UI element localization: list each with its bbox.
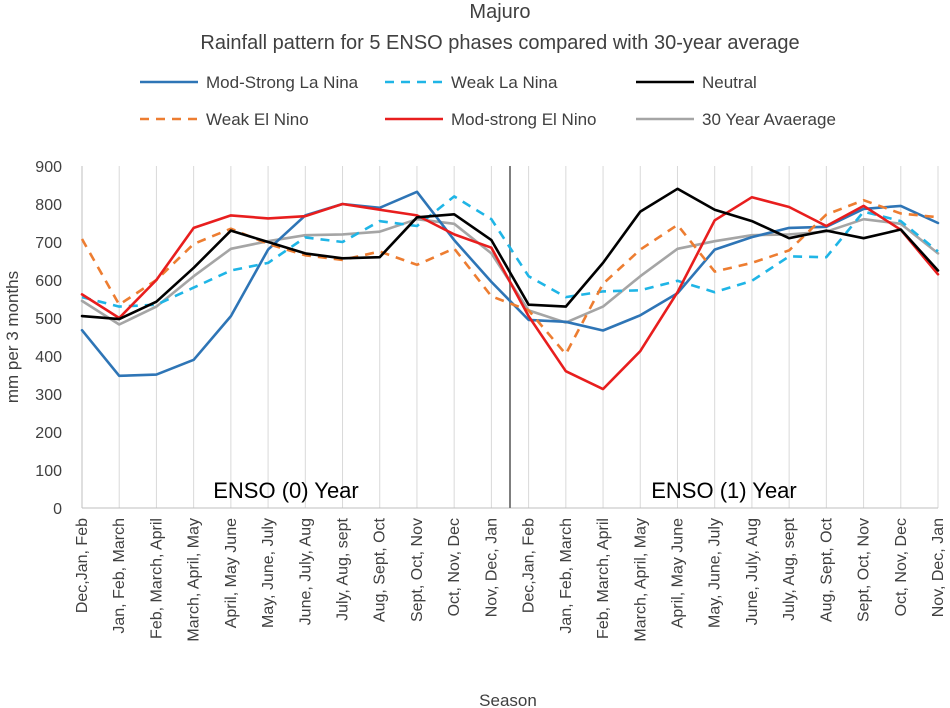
y-tick-label: 100 [35,463,62,480]
x-tick-label: Sept, Oct, Nov [409,518,426,622]
annotation-enso-1: ENSO (1) Year [651,478,797,503]
x-axis-title: Season [479,691,537,708]
x-tick-label: Dec,Jan, Feb [74,518,91,613]
x-tick-label: Jan, Feb, March [558,518,575,634]
x-tick-label: Sept, Oct, Nov [856,518,873,622]
x-tick-label: July, Aug, sept [335,517,352,620]
y-tick-label: 300 [35,387,62,404]
y-tick-label: 600 [35,273,62,290]
x-tick-label: Aug, Sept, Oct [372,517,389,622]
x-tick-label: April, May June [223,518,240,628]
legend-label-30-year-avaerage: 30 Year Avaerage [702,110,836,129]
y-tick-label: 200 [35,425,62,442]
x-tick-label: May, June, July [260,518,277,628]
x-tick-label: Nov, Dec, Jan [930,518,947,617]
series-lines [80,187,940,391]
x-tick-label: Oct, Nov, Dec [446,518,463,616]
x-tick-label: Feb, March, April [595,518,612,639]
y-tick-label: 800 [35,197,62,214]
axes [81,166,938,509]
y-tick-label: 500 [35,311,62,328]
legend-label-weak-el-nino: Weak El Nino [206,110,309,129]
x-tick-label: April, May June [669,518,686,628]
series-line-mod-strong-el-nino [80,195,940,391]
y-tick-label: 700 [35,235,62,252]
y-tick-label: 400 [35,349,62,366]
series-line-weak-la-nina [81,195,939,308]
x-tick-label: March, April, May [186,518,203,642]
x-tick-label: May, June, July [707,518,724,628]
x-tick-label: July, Aug, sept [781,517,798,620]
x-tick-label: June, July, Aug [744,518,761,625]
y-axis-ticks: 0 100 200 300 400 500 600 700 800 900 [35,159,62,518]
x-tick-label: Oct, Nov, Dec [893,518,910,616]
x-tick-label: Dec,Jan, Feb [521,518,538,613]
y-axis-title: mm per 3 months [3,271,22,403]
series-line-mod-strong-la-nina [80,190,940,378]
legend-label-mod-strong-la-nina: Mod-Strong La Nina [206,73,359,92]
y-tick-label: 0 [53,501,62,518]
x-tick-label: Feb, March, April [148,518,165,639]
x-tick-label: Aug, Sept, Oct [818,517,835,622]
x-axis-ticks: Dec,Jan, Feb Jan, Feb, March Feb, March, A… [74,517,947,641]
legend-label-neutral: Neutral [702,73,757,92]
series-line-neutral [80,187,940,321]
x-tick-label: Nov, Dec, Jan [483,518,500,617]
chart-subtitle: Rainfall pattern for 5 ENSO phases compa… [200,32,799,54]
legend: Mod-Strong La Nina Weak La Nina Neutral Wea… [140,73,836,129]
x-tick-label: June, July, Aug [297,518,314,625]
y-tick-label: 900 [35,159,62,176]
x-tick-label: March, April, May [632,518,649,642]
legend-label-weak-la-nina: Weak La Nina [451,73,558,92]
legend-label-mod-strong-el-nino: Mod-strong El Nino [451,110,597,129]
x-tick-label: Jan, Feb, March [111,518,128,634]
annotation-enso-0: ENSO (0) Year [213,478,359,503]
chart-title: Majuro [469,1,530,23]
